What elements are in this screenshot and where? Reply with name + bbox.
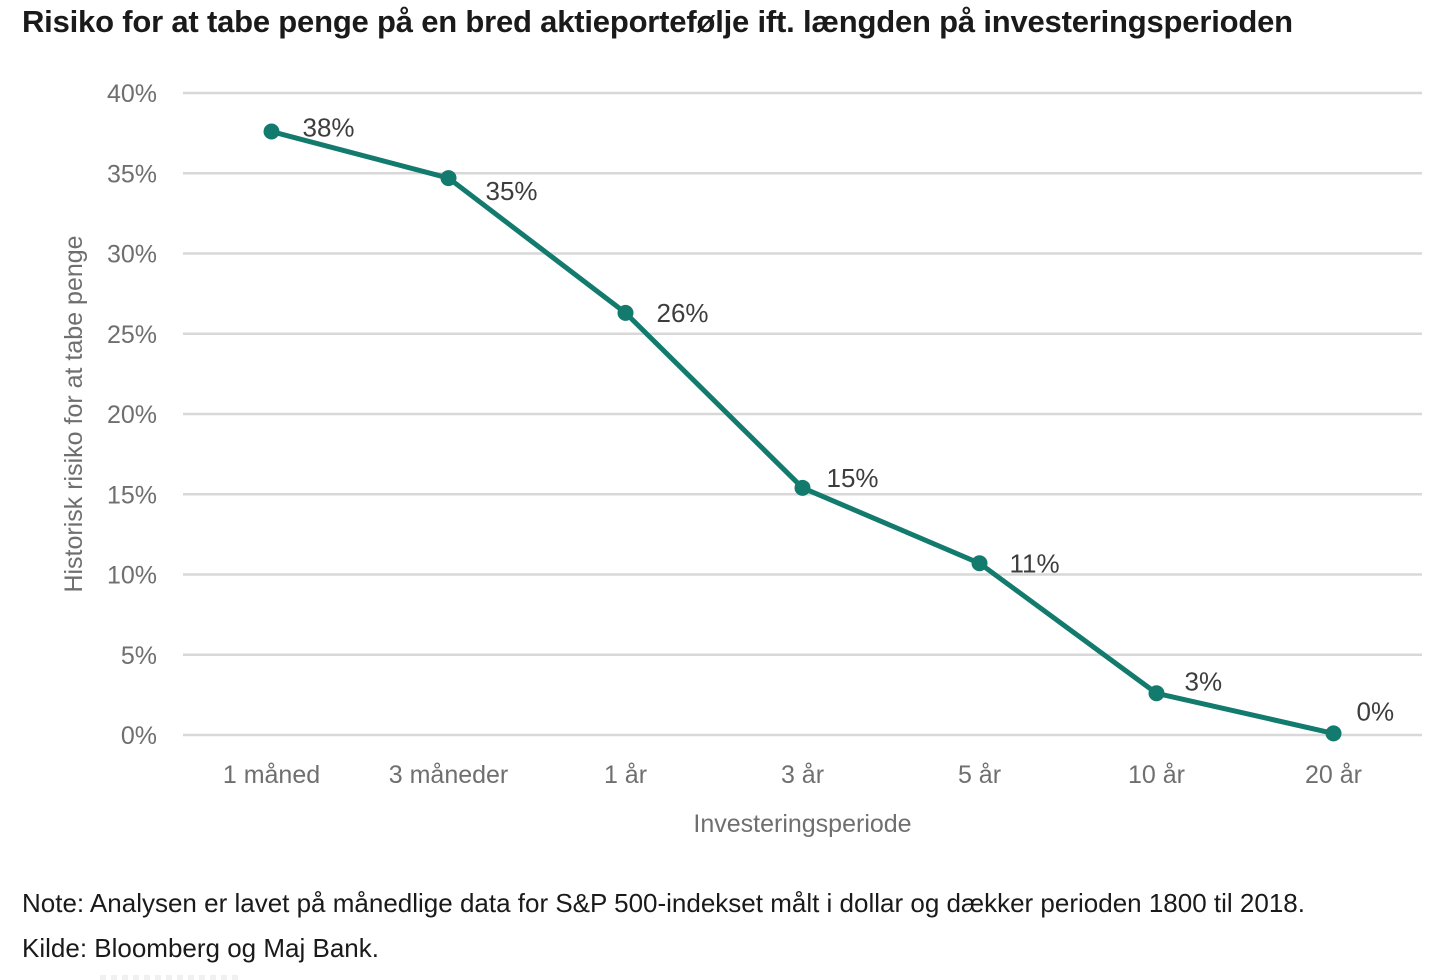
- footnotes: Note: Analysen er lavet på månedlige dat…: [22, 888, 1422, 978]
- data-point-label: 26%: [657, 298, 709, 328]
- line-chart-canvas: 0% 5% 10% 15% 20% 25% 30% 35% 40% 1 måned 3 månede…: [60, 80, 1422, 838]
- line-chart: 0% 5% 10% 15% 20% 25% 30% 35% 40% 1 måned 3 månede…: [60, 80, 1422, 838]
- data-point-label: 0%: [1357, 696, 1395, 726]
- data-point-marker: [1325, 725, 1342, 742]
- y-tick-label: 10%: [107, 562, 157, 590]
- y-axis-title: Historisk risiko for at tabe penge: [60, 235, 88, 592]
- data-point-label: 3%: [1185, 666, 1223, 696]
- source-text: Kilde: Bloomberg og Maj Bank.: [22, 933, 379, 963]
- y-tick-label: 0%: [121, 722, 157, 750]
- x-tick-label: 5 år: [958, 761, 1001, 789]
- chart-title: Risiko for at tabe penge på en bred akti…: [22, 4, 1293, 39]
- x-tick-label: 10 år: [1128, 761, 1185, 789]
- y-tick-label: 30%: [107, 241, 157, 269]
- data-point-marker: [263, 123, 280, 140]
- y-tick-label: 25%: [107, 321, 157, 349]
- cropped-text-fragment: [100, 975, 240, 980]
- x-tick-label: 3 år: [781, 761, 824, 789]
- data-point-label: 35%: [486, 176, 538, 206]
- x-axis-title: Investeringsperiode: [693, 810, 911, 838]
- data-point-label: 15%: [827, 463, 879, 493]
- data-point-label: 38%: [303, 113, 355, 143]
- data-point-marker: [971, 555, 988, 572]
- data-point-marker: [794, 479, 811, 496]
- x-tick-label: 3 måneder: [389, 761, 509, 789]
- note-text: Note: Analysen er lavet på månedlige dat…: [22, 888, 1305, 918]
- data-point-marker: [617, 304, 634, 321]
- y-tick-label: 20%: [107, 401, 157, 429]
- data-point-marker: [440, 170, 457, 187]
- y-tick-label: 15%: [107, 481, 157, 509]
- x-tick-label: 1 måned: [223, 761, 320, 789]
- y-tick-label: 5%: [121, 642, 157, 670]
- risk-line-series: [269, 129, 1336, 736]
- y-tick-label: 40%: [107, 80, 157, 108]
- data-point-marker: [1148, 685, 1165, 702]
- data-point-label: 11%: [1010, 548, 1060, 578]
- y-tick-label: 35%: [107, 160, 157, 188]
- x-tick-label: 1 år: [604, 761, 647, 789]
- x-tick-label: 20 år: [1305, 761, 1362, 789]
